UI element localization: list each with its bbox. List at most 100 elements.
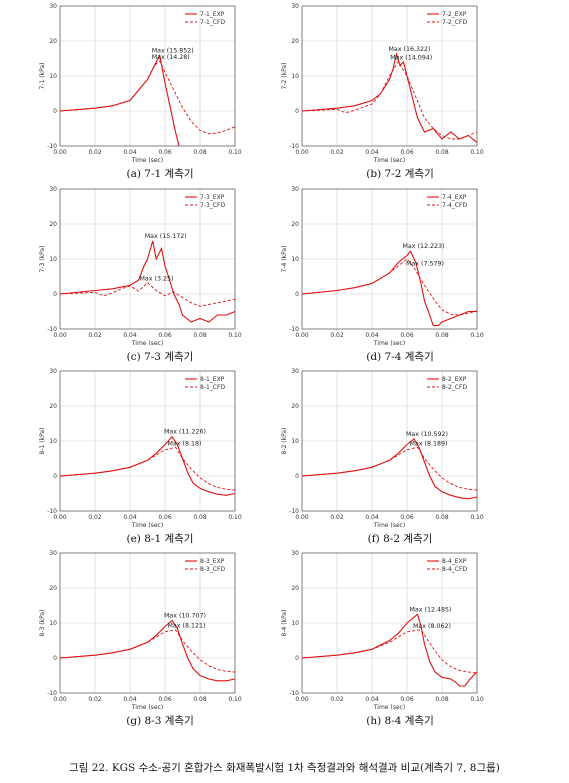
subcaption-h: (h) 8-4 계측기 (366, 715, 434, 727)
x-tick-label: 0.02 (330, 149, 344, 156)
x-tick-label: 0.04 (123, 696, 137, 703)
y-axis-label: 8-3 (kPa) (39, 610, 46, 637)
y-tick-label: -10 (47, 508, 57, 515)
x-tick-label: 0.06 (400, 149, 414, 156)
legend-label-cfd: 8-2_CFD (442, 384, 467, 391)
x-tick-label: 0.08 (193, 149, 207, 156)
y-tick-label: 20 (291, 585, 299, 592)
plot-group: 0.00 0.02 0.04 0.06 0.08 0.10 30 20 10 0 -10 Time (… (281, 550, 484, 711)
x-tick-label: 0.04 (365, 696, 379, 703)
plot-group: 0.00 0.02 0.04 0.06 0.08 0.10 30 20 10 0 -10 Time (… (39, 368, 242, 529)
y-tick-label: -10 (289, 508, 299, 515)
x-tick-label: 0.04 (123, 332, 137, 339)
series-line (302, 60, 477, 140)
y-tick-label: 0 (295, 655, 299, 662)
series-line (302, 438, 477, 500)
x-tick-label: 0.08 (435, 332, 449, 339)
legend-label-exp: 8-1_EXP (200, 376, 225, 383)
x-axis-label: Time (sec) (131, 704, 163, 711)
chart-panel: 0.00 0.02 0.04 0.06 0.08 0.10 30 20 10 0 -10 Time (… (30, 3, 290, 186)
series-line (60, 240, 235, 323)
x-axis-label: Time (sec) (373, 157, 405, 164)
legend-label-exp: 8-4_EXP (442, 558, 467, 565)
chart-svg: 0.00 0.02 0.04 0.06 0.08 0.10 30 20 10 0 -10 Time (… (39, 550, 242, 711)
x-tick-label: 0.04 (123, 514, 137, 521)
subcaption-g: (g) 8-3 계측기 (126, 715, 194, 727)
x-tick-label: 0.02 (330, 514, 344, 521)
x-tick-label: 0.08 (193, 696, 207, 703)
x-tick-label: 0.02 (330, 696, 344, 703)
x-tick-label: 0.10 (228, 332, 242, 339)
y-tick-label: -10 (47, 143, 57, 150)
max-exp-annotation: Max (11.226) (164, 429, 206, 436)
x-axis-label: Time (sec) (373, 522, 405, 529)
max-cfd-annotation: Max (8.18) (168, 440, 202, 447)
x-tick-label: 0.00 (53, 332, 67, 339)
x-tick-label: 0.10 (228, 514, 242, 521)
legend-label-cfd: 7-1_CFD (200, 19, 225, 26)
y-tick-label: 10 (49, 256, 57, 263)
x-tick-label: 0.08 (435, 149, 449, 156)
plot-frame (301, 5, 478, 147)
x-axis-label: Time (sec) (373, 340, 405, 347)
max-exp-annotation: Max (16.322) (389, 46, 431, 53)
plot-frame (59, 188, 236, 330)
plot-group: 0.00 0.02 0.04 0.06 0.08 0.10 30 20 10 0 -10 Time (… (281, 186, 484, 347)
x-tick-label: 0.00 (295, 332, 309, 339)
legend-label-cfd: 7-2_CFD (442, 19, 467, 26)
series-line (60, 435, 235, 496)
chart-svg: 0.00 0.02 0.04 0.06 0.08 0.10 30 20 10 0 -10 Time (… (39, 186, 242, 347)
legend-label-cfd: 8-3_CFD (200, 566, 225, 573)
x-tick-label: 0.02 (88, 332, 102, 339)
x-tick-label: 0.08 (193, 514, 207, 521)
max-exp-annotation: Max (10.592) (406, 431, 448, 438)
max-cfd-annotation: Max (8.121) (168, 623, 206, 630)
max-exp-annotation: Max (15.852) (152, 48, 194, 55)
y-tick-label: 20 (49, 403, 57, 410)
legend-label-cfd: 7-3_CFD (200, 202, 225, 209)
chart-panel: 0.00 0.02 0.04 0.06 0.08 0.10 30 20 10 0 -10 Time (… (30, 186, 290, 369)
y-tick-label: 10 (291, 620, 299, 627)
x-tick-label: 0.06 (158, 696, 172, 703)
max-exp-annotation: Max (12.485) (410, 606, 452, 613)
plot-group: 0.00 0.02 0.04 0.06 0.08 0.10 30 20 10 0 -10 Time (… (39, 550, 242, 711)
series-line (60, 281, 235, 307)
chart-panel: 0.00 0.02 0.04 0.06 0.08 0.10 30 20 10 0 -10 Time (… (272, 550, 532, 733)
legend-label-exp: 7-3_EXP (200, 194, 225, 201)
series-line (302, 629, 477, 674)
y-tick-label: -10 (289, 143, 299, 150)
x-tick-label: 0.06 (400, 514, 414, 521)
y-tick-label: 20 (291, 403, 299, 410)
y-tick-label: -10 (47, 326, 57, 333)
x-tick-label: 0.10 (228, 696, 242, 703)
max-cfd-annotation: Max (14.28) (152, 54, 190, 61)
max-exp-annotation: Max (10.707) (164, 613, 206, 620)
x-tick-label: 0.10 (470, 696, 484, 703)
y-tick-label: 10 (291, 73, 299, 80)
legend-label-cfd: 8-4_CFD (442, 566, 467, 573)
y-tick-label: 10 (49, 73, 57, 80)
x-tick-label: 0.04 (365, 149, 379, 156)
y-tick-label: 20 (291, 38, 299, 45)
x-tick-label: 0.06 (400, 332, 414, 339)
y-tick-label: -10 (289, 690, 299, 697)
x-tick-label: 0.02 (88, 514, 102, 521)
y-tick-label: 20 (49, 38, 57, 45)
y-axis-label: 7-3 (kPa) (39, 246, 46, 273)
series-line (60, 619, 235, 682)
x-tick-label: 0.04 (365, 332, 379, 339)
plot-group: 0.00 0.02 0.04 0.06 0.08 0.10 30 20 10 0 -10 Time (… (39, 3, 242, 164)
chart-svg: 0.00 0.02 0.04 0.06 0.08 0.10 30 20 10 0 -10 Time (… (281, 3, 484, 164)
legend-label-exp: 8-3_EXP (200, 558, 225, 565)
y-tick-label: 10 (291, 438, 299, 445)
y-tick-label: 30 (291, 3, 299, 10)
x-tick-label: 0.10 (470, 514, 484, 521)
x-tick-label: 0.06 (400, 696, 414, 703)
x-axis-label: Time (sec) (131, 522, 163, 529)
legend-label-cfd: 7-4_CFD (442, 202, 467, 209)
max-cfd-annotation: Max (3.25) (140, 276, 174, 283)
y-tick-label: 0 (295, 473, 299, 480)
plot-frame (59, 370, 236, 512)
x-tick-label: 0.00 (53, 514, 67, 521)
x-axis-label: Time (sec) (131, 340, 163, 347)
